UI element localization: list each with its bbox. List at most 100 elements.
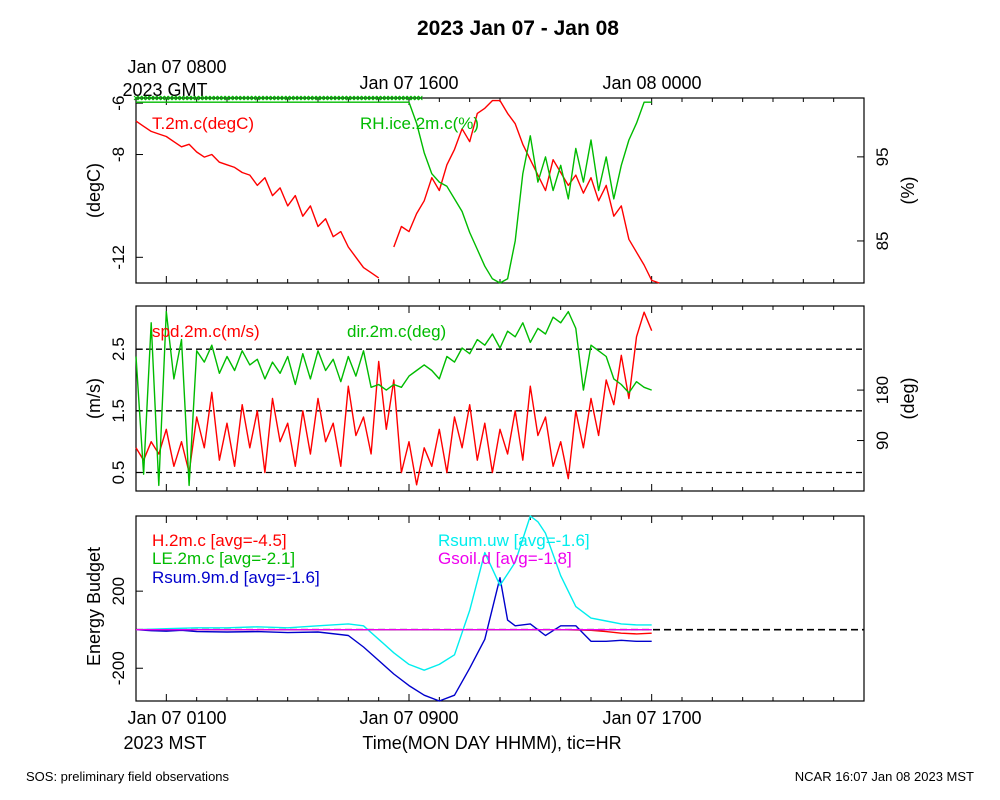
- y-axis-label-right: (%): [898, 177, 918, 205]
- y-tick-label-right: 180: [873, 376, 892, 404]
- legend-rh-ice-2m-c: RH.ice.2m.c(%): [360, 114, 479, 133]
- y-tick-label-right: 85: [873, 231, 892, 250]
- top-axis-tick-label-0000: Jan 08 0000: [602, 73, 701, 93]
- rh-saturation-marker: [364, 95, 370, 101]
- rh-saturation-marker: [236, 95, 241, 101]
- panel-wind: 0.5 1.5 2.5 90 180 (m/s) (deg) spd.2m.c(m/s) dir…: [84, 305, 918, 492]
- rh-saturation-marker: [141, 95, 146, 101]
- rh-saturation-marker: [224, 95, 230, 101]
- rh-saturation-marker: [327, 95, 332, 101]
- rh-saturation-marker: [281, 95, 287, 101]
- rh-saturation-marker: [160, 95, 165, 101]
- rh-saturation-marker: [254, 95, 260, 101]
- rh-saturation-marker: [330, 95, 336, 101]
- rh-saturation-marker: [410, 95, 416, 101]
- footer-left: SOS: preliminary field observations: [26, 769, 230, 784]
- rh-saturation-marker: [391, 95, 397, 101]
- rh-saturation-marker: [145, 95, 150, 101]
- rh-saturation-marker: [311, 95, 317, 101]
- rh-saturation-marker: [319, 95, 325, 101]
- rh-saturation-marker: [380, 95, 385, 101]
- rh-saturation-marker: [338, 95, 344, 101]
- rh-saturation-marker: [334, 95, 340, 101]
- rh-saturation-marker: [277, 95, 283, 101]
- legend-h-2m-c-avg-4-5: H.2m.c [avg=-4.5]: [152, 531, 287, 550]
- chart-title: 2023 Jan 07 - Jan 08: [417, 17, 619, 40]
- rh-saturation-marker: [270, 95, 275, 101]
- rh-saturation-marker: [273, 95, 279, 101]
- rh-saturation-marker: [296, 95, 302, 101]
- rh-saturation-marker: [323, 95, 328, 101]
- y-axis-label-right: (deg): [898, 377, 918, 419]
- legend-rsum-9m-d-avg-1-6: Rsum.9m.d [avg=-1.6]: [152, 568, 320, 587]
- rh-saturation-marker: [148, 95, 154, 101]
- y-tick-label-right: 90: [873, 431, 892, 450]
- rh-saturation-marker: [175, 95, 181, 101]
- rh-saturation-marker: [349, 95, 355, 101]
- legend-le-2m-c-avg-2-1: LE.2m.c [avg=-2.1]: [152, 549, 295, 568]
- y-tick-label-left: 0.5: [109, 461, 128, 485]
- y-axis-label-left: (degC): [84, 163, 104, 218]
- rh-saturation-marker: [152, 95, 158, 101]
- series-line-dir-2m-c-deg: [135, 310, 652, 487]
- rh-saturation-marker: [251, 95, 256, 101]
- y-tick-label-left: -12: [109, 245, 128, 270]
- rh-saturation-marker: [262, 95, 268, 101]
- rh-saturation-marker: [258, 95, 264, 101]
- bottom-axis-xlabel: Time(MON DAY HHMM), tic=HR: [362, 733, 621, 753]
- rh-saturation-marker: [163, 95, 169, 101]
- y-tick-label-right: 95: [873, 147, 892, 166]
- series-line-rsum-9m-d-avg-1-6: [135, 577, 652, 702]
- rh-saturation-marker: [228, 95, 234, 101]
- series-line-rsum-uw-avg-1-6: [135, 515, 652, 671]
- rh-saturation-marker: [167, 95, 173, 101]
- rh-saturation-marker: [308, 95, 313, 101]
- series-line-spd-2m-c-m-s: [135, 311, 653, 486]
- panel-energy-budget: 200 -200 Energy Budget H.2m.c [avg=-4.5]LE.…: [84, 515, 865, 702]
- rh-saturation-marker: [289, 95, 294, 101]
- rh-saturation-marker: [406, 95, 412, 101]
- rh-saturation-marker: [186, 95, 192, 101]
- legend-rsum-uw-avg-1-6: Rsum.uw [avg=-1.6]: [438, 531, 590, 550]
- rh-saturation-marker: [198, 95, 203, 101]
- rh-saturation-marker: [133, 95, 139, 101]
- rh-saturation-marker: [345, 95, 351, 101]
- series-line-rh-ice-2m-c: [136, 101, 652, 284]
- rh-saturation-marker: [399, 95, 404, 101]
- top-axis-tick-label-1600: Jan 07 1600: [359, 73, 458, 93]
- rh-saturation-marker: [383, 95, 389, 101]
- rh-saturation-marker: [361, 95, 366, 101]
- rh-saturation-marker: [315, 95, 321, 101]
- y-tick-label-left: -200: [109, 651, 128, 685]
- rh-saturation-marker: [201, 95, 207, 101]
- rh-saturation-marker: [232, 95, 237, 101]
- rh-saturation-marker: [357, 95, 363, 101]
- rh-saturation-marker: [292, 95, 298, 101]
- bottom-axis-tick-label-0100: Jan 07 0100: [127, 708, 226, 728]
- top-axis-origin-line1: Jan 07 0800: [127, 57, 226, 77]
- y-tick-label-left: 2.5: [109, 337, 128, 361]
- rh-saturation-marker: [182, 95, 188, 101]
- rh-saturation-marker: [304, 95, 309, 101]
- y-tick-label-left: -8: [109, 147, 128, 162]
- y-tick-label-left: -6: [109, 96, 128, 111]
- legend-gsoil-d-avg-1-8: Gsoil.d [avg=-1.8]: [438, 549, 572, 568]
- rh-saturation-marker: [418, 95, 423, 101]
- rh-saturation-marker: [217, 95, 222, 101]
- rh-saturation-marker: [194, 95, 200, 101]
- rh-saturation-marker: [285, 95, 291, 101]
- rh-saturation-marker: [342, 95, 347, 101]
- rh-saturation-marker: [220, 95, 226, 101]
- bottom-axis-timezone: 2023 MST: [123, 733, 206, 753]
- rh-saturation-marker: [190, 95, 196, 101]
- y-tick-label-left: 200: [109, 577, 128, 605]
- rh-saturation-marker: [414, 95, 419, 101]
- rh-saturation-marker: [156, 95, 162, 101]
- rh-saturation-marker: [239, 95, 245, 101]
- y-axis-label-left: Energy Budget: [84, 547, 104, 666]
- rh-saturation-marker: [402, 95, 408, 101]
- rh-saturation-marker: [137, 95, 143, 101]
- legend-spd-2m-c-m-s: spd.2m.c(m/s): [152, 322, 260, 341]
- rh-saturation-marker: [171, 95, 177, 101]
- rh-saturation-marker: [209, 95, 215, 101]
